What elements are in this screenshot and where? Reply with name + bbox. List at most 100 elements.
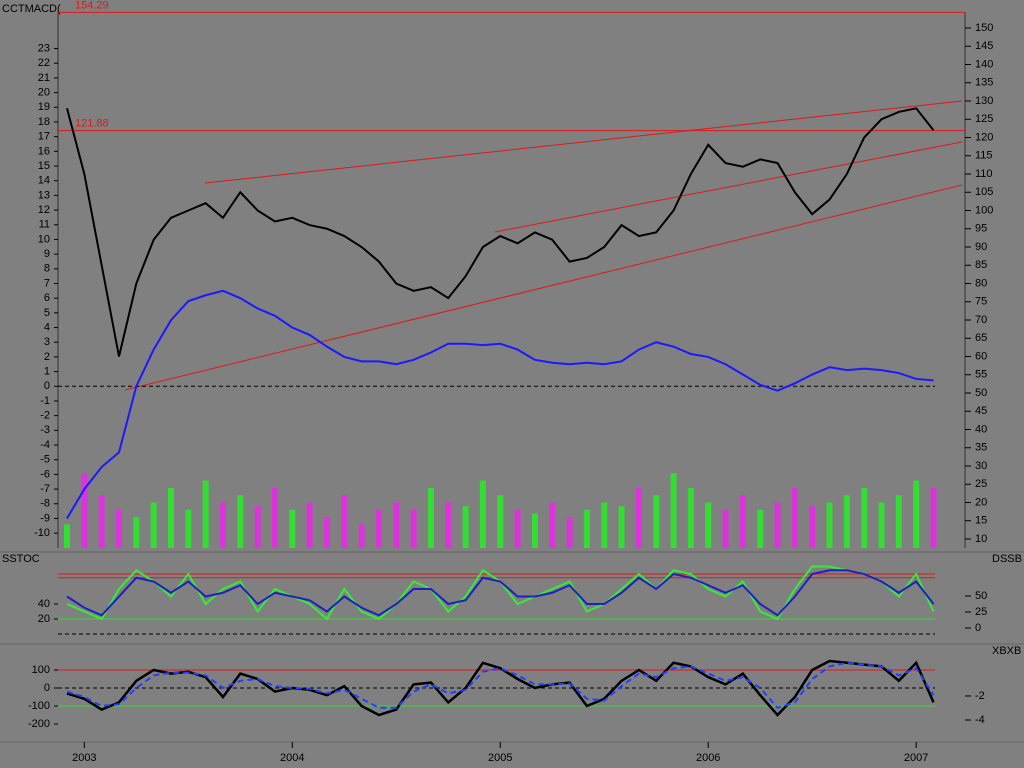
volume-bar [566, 517, 573, 548]
y2-tick-label: 65 [975, 332, 987, 344]
y-tick-label: 23 [38, 42, 50, 54]
y-tick-label: 5 [44, 307, 50, 319]
volume-bar [635, 487, 642, 548]
y-tick-label: -3 [40, 424, 50, 436]
y2-tick-label: 140 [975, 58, 993, 70]
volume-bar [531, 513, 538, 548]
volume-bar [462, 506, 469, 548]
y-tick-label: 9 [44, 248, 50, 260]
y-tick-label: 15 [38, 160, 50, 172]
volume-bar [895, 495, 902, 548]
y2-tick-label: 15 [975, 515, 987, 527]
y-tick-label: 13 [38, 189, 50, 201]
y2-tick-label: 110 [975, 168, 993, 180]
y-tick-label: -8 [40, 498, 50, 510]
volume-bar [323, 517, 330, 548]
trend-line [684, 100, 963, 132]
x-tick-label: 2006 [696, 752, 720, 764]
volume-bar [271, 487, 278, 548]
volume-bar [393, 502, 400, 548]
y2-tick-label: 50 [975, 387, 987, 399]
y2-tick-label: 100 [975, 204, 993, 216]
y2-tick-label: 55 [975, 369, 987, 381]
volume-bar [479, 480, 486, 548]
volume-bar [375, 509, 382, 548]
trend-line [204, 130, 686, 184]
x-tick-label: 2007 [904, 752, 928, 764]
y-tick-label: 18 [38, 116, 50, 128]
volume-bar [358, 524, 365, 548]
y-tick-label: 8 [44, 263, 50, 275]
y-tick-label: 6 [44, 292, 50, 304]
volume-bar [202, 480, 209, 548]
volume-bar [81, 473, 88, 548]
y2-tick-label: 135 [975, 77, 993, 89]
y-tick-label: 10 [38, 233, 50, 245]
y-tick-label: -200 [28, 718, 50, 730]
series-line [66, 569, 935, 617]
y2-tick-label: -4 [975, 714, 985, 726]
y2-tick-label: 85 [975, 259, 987, 271]
y2-tick-label: 70 [975, 314, 987, 326]
x-tick-label: 2004 [280, 752, 304, 764]
y-tick-label: -2 [40, 410, 50, 422]
y-tick-label: 20 [38, 87, 50, 99]
panel-title: XBXB [992, 645, 1021, 657]
y2-tick-label: 35 [975, 442, 987, 454]
y-tick-label: -5 [40, 454, 50, 466]
volume-bar [843, 495, 850, 548]
volume-bar [601, 502, 608, 548]
y-tick-label: 2 [44, 351, 50, 363]
y2-tick-label: 50 [975, 590, 987, 602]
y2-tick-label: 115 [975, 150, 993, 162]
series-line [66, 107, 935, 357]
y-tick-label: -7 [40, 483, 50, 495]
series-line [66, 661, 935, 709]
volume-bar [670, 473, 677, 548]
volume-bar [167, 487, 174, 548]
volume-bar [445, 502, 452, 548]
y-tick-label: 16 [38, 145, 50, 157]
volume-bar [341, 495, 348, 548]
y-tick-label: 7 [44, 277, 50, 289]
y2-tick-label: 105 [975, 186, 993, 198]
volume-bar [306, 502, 313, 548]
y2-tick-label: 10 [975, 533, 987, 545]
volume-bar [115, 509, 122, 548]
y-tick-label: 0 [44, 380, 50, 392]
y-tick-label: -4 [40, 439, 50, 451]
panel-title: DSSB [992, 553, 1022, 565]
volume-bar [237, 495, 244, 548]
volume-bar [739, 495, 746, 548]
volume-bar [514, 509, 521, 548]
y-tick-label: 100 [32, 664, 50, 676]
y-tick-label: -100 [28, 700, 50, 712]
volume-bar [687, 487, 694, 548]
y2-tick-label: 145 [975, 40, 993, 52]
series-line [66, 289, 934, 519]
volume-bar [219, 502, 226, 548]
y2-tick-label: 0 [975, 622, 981, 634]
volume-bar [254, 506, 261, 548]
y2-tick-label: 20 [975, 496, 987, 508]
reference-label: 154.29 [75, 0, 109, 11]
volume-bar [410, 509, 417, 548]
y2-tick-label: 150 [975, 22, 993, 34]
volume-bar [427, 487, 434, 548]
volume-bar [618, 506, 625, 548]
y-tick-label: -1 [40, 395, 50, 407]
series-line [66, 659, 935, 717]
y2-tick-label: 80 [975, 277, 987, 289]
y2-tick-label: -2 [975, 690, 985, 702]
y-tick-label: 19 [38, 101, 50, 113]
y-tick-label: 20 [38, 613, 50, 625]
y2-tick-label: 130 [975, 95, 993, 107]
y2-tick-label: 45 [975, 405, 987, 417]
volume-bar [549, 502, 556, 548]
x-tick-label: 2003 [72, 752, 96, 764]
volume-bar [185, 509, 192, 548]
volume-bar [705, 502, 712, 548]
y-tick-label: 4 [44, 321, 50, 333]
y2-tick-label: 90 [975, 241, 987, 253]
